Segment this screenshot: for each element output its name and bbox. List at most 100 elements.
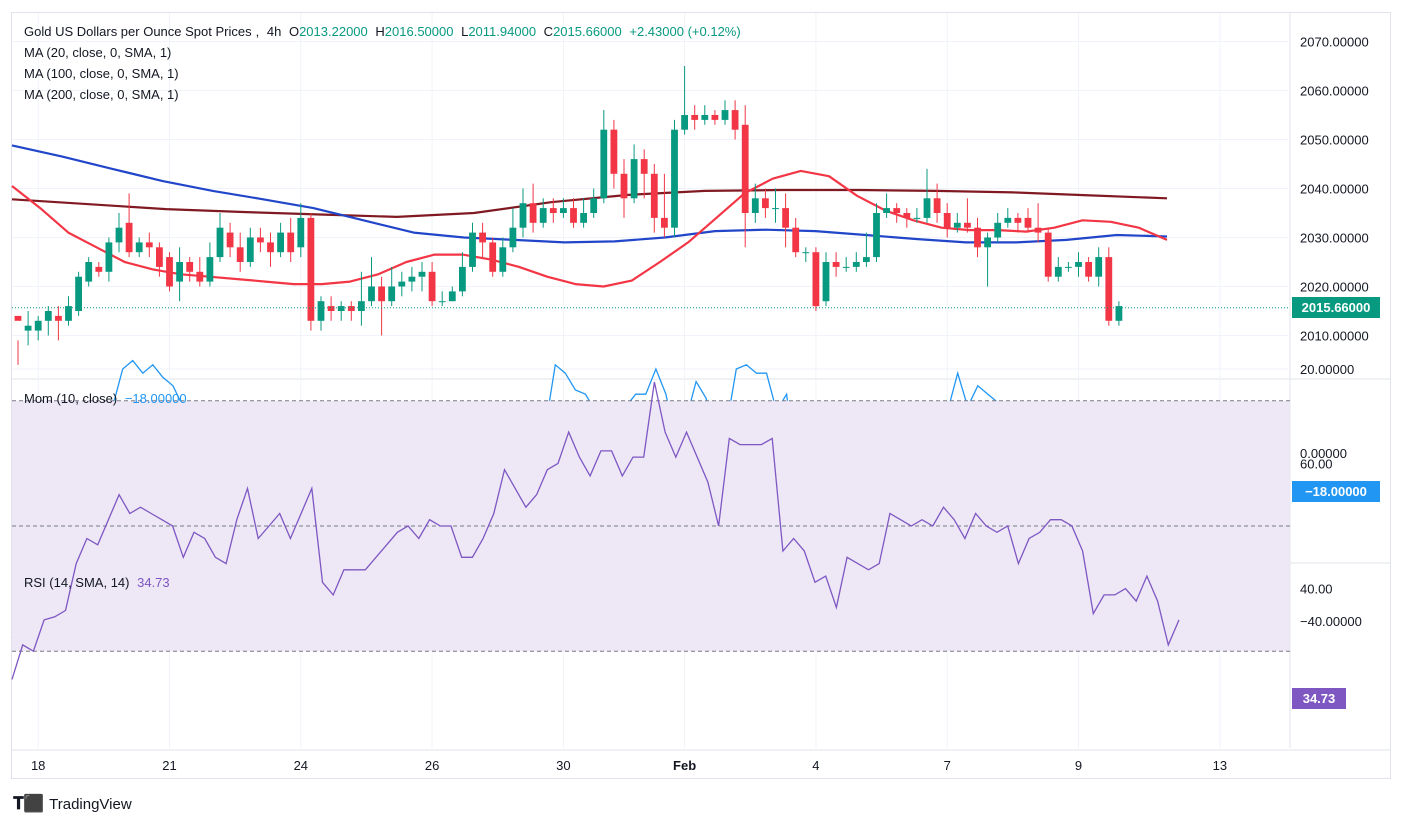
candle-body [873,213,880,258]
candle-body [580,213,587,223]
candle-body [186,262,194,272]
candle-body [24,325,32,331]
candle-body [792,227,800,253]
candle-body [438,301,446,303]
candle-body [751,198,759,213]
candle-body [55,315,62,321]
candle-body [842,266,850,268]
candle-body [1065,266,1072,268]
candle-body [671,129,678,228]
time-tick-label: 13 [1213,758,1227,773]
candle-body [721,110,729,120]
candle-body [65,306,72,321]
candle-body [812,252,820,307]
price-tick-label: 2030.00000 [1300,231,1369,246]
candle-body [1004,217,1012,223]
candle-body [883,208,890,213]
candle-body [327,306,335,311]
mom-legend-value: −18.00000 [124,391,187,406]
high-value: 2016.50000 [384,24,454,39]
candle-body [923,198,931,218]
candle-body [863,257,870,262]
candle-body [307,217,315,321]
tradingview-footer[interactable]: 𝐓⬛ TradingView [13,794,132,814]
ma200-label: MA (200, close, 0, SMA, 1) [24,87,179,102]
candle-body [135,242,143,253]
ma200-legend[interactable]: MA (200, close, 0, SMA, 1) [24,87,183,103]
candle-body [782,208,789,228]
rsi-legend[interactable]: RSI (14, SMA, 14) 34.73 [24,575,174,591]
mom-tick-label: 20.00000 [1300,362,1354,377]
ma20-legend[interactable]: MA (20, close, 0, SMA, 1) [24,45,175,61]
ma200-line [11,188,1168,218]
candle-body [570,208,577,223]
candle-body [933,198,941,213]
candle-body [75,276,82,311]
candle-body [509,227,517,248]
candle-body [1085,262,1092,277]
candle-body [257,237,264,243]
candle-body [1044,232,1052,277]
rsi-tick-label: 60.00 [1300,456,1333,471]
low-value: 2011.94000 [468,24,537,39]
candle-body [913,217,921,219]
candle-body [176,262,183,282]
price-tick-label: 2040.00000 [1300,182,1369,197]
price-tick-label: 2010.00000 [1300,329,1369,344]
candle-body [620,173,628,199]
candle-body [741,124,749,213]
candle-body [469,232,476,267]
candle-body [731,110,739,130]
time-tick-label: 21 [162,758,176,773]
time-tick-label: 26 [425,758,439,773]
candle-body [358,301,365,311]
candle-body [95,266,103,272]
candle-body [317,301,325,321]
mom-tick-label: −40.00000 [1300,614,1362,629]
candle-body [610,129,618,174]
candle-body [903,213,911,218]
candle-body [893,208,901,213]
candle-body [1014,217,1022,223]
candle-body [701,115,709,120]
candle-body [489,242,497,272]
candle-body [650,173,658,218]
candle-body [711,115,719,120]
mom-legend[interactable]: Mom (10, close) −18.00000 [24,391,191,407]
rsi-line [11,381,1180,680]
mom-label: Mom (10, close) [24,391,118,406]
change-value: +2.43000 (+0.12%) [629,24,741,39]
time-tick-label: Feb [673,758,696,773]
ma100-label: MA (100, close, 0, SMA, 1) [24,66,179,81]
tradingview-logo-icon: 𝐓⬛ [13,794,44,813]
candle-body [398,281,406,287]
candle-body [166,257,173,287]
time-tick-label: 4 [812,758,819,773]
price-tick-label: 2070.00000 [1300,35,1369,50]
price-tick-label: 2060.00000 [1300,84,1369,99]
time-tick-label: 30 [556,758,570,773]
candle-body [539,208,547,223]
candle-body [1034,227,1042,233]
time-tick-label: 18 [31,758,45,773]
mom-tick-label: 0.00000 [1300,446,1347,461]
candle-body [519,203,527,228]
candle-body [337,306,345,311]
candle-body [206,257,214,282]
candle-body [1115,306,1123,321]
candle-body [115,227,123,243]
candle-body [418,271,426,277]
candle-body [145,242,153,248]
candle-body [105,242,113,272]
candle-body [600,129,608,199]
ma100-legend[interactable]: MA (100, close, 0, SMA, 1) [24,66,183,82]
candle-body [630,159,638,199]
candle-body [44,311,52,321]
candle-body [267,242,274,253]
rsi-value-badge: 34.73 [1292,688,1346,709]
rsi-legend-value: 34.73 [137,575,170,590]
candle-body [964,222,971,228]
candle-body [953,222,961,228]
candle-body [994,222,1002,238]
